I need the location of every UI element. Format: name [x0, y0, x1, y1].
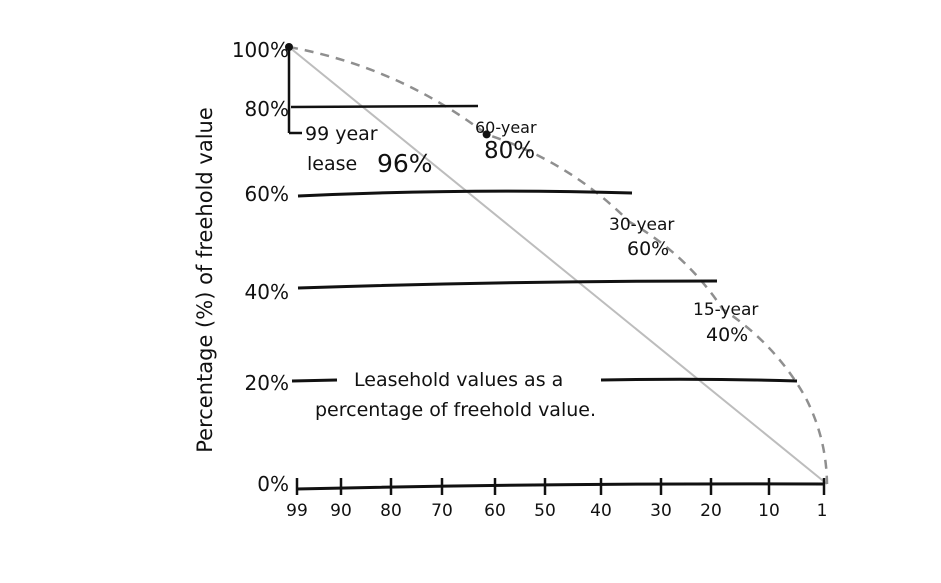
y-tick-label-40: 40% [245, 280, 289, 304]
point-80 [482, 130, 491, 139]
note-line-2: percentage of freehold value. [315, 399, 596, 421]
annotation-30-year: 30-year [609, 215, 674, 235]
level-line-20-left [291, 378, 338, 383]
level-line-80 [290, 104, 479, 109]
note-line-1: Leasehold values as a [354, 369, 563, 391]
x-tick-label-10: 10 [758, 501, 780, 521]
x-tick-label-50: 50 [534, 501, 556, 521]
annotation-80-pct: 80% [484, 138, 535, 164]
annotation-60-year: 60-year [475, 118, 537, 137]
annotation-96-pct: 96% [377, 149, 433, 178]
x-tick-label-99: 99 [286, 501, 308, 521]
x-tick-label-20: 20 [700, 501, 722, 521]
x-tick-label-40: 40 [590, 501, 612, 521]
point-100 [285, 43, 293, 51]
x-tick-label-90: 90 [330, 501, 352, 521]
annotation-99-year: 99 year [305, 123, 378, 145]
x-tick-label-70: 70 [431, 501, 453, 521]
y-tick-label-60: 60% [245, 182, 289, 206]
y-tick-label-80: 80% [245, 97, 289, 121]
x-tick-label-60: 60 [484, 501, 506, 521]
x-axis-line [295, 482, 826, 491]
level-line-40 [297, 279, 718, 290]
annotation-60-pct: 60% [627, 238, 669, 260]
x-tick-label-80: 80 [380, 501, 402, 521]
y-tick-label-20: 20% [245, 371, 289, 395]
x-tick-label-1: 1 [817, 501, 828, 521]
x-ticks [295, 478, 826, 495]
level-line-20-right [600, 377, 798, 383]
y-axis-label: Percentage (%) of freehold value [193, 107, 217, 453]
y-tick-label-0: 0% [257, 472, 289, 496]
annotation-15-year: 15-year [693, 300, 758, 320]
level-line-60 [297, 189, 633, 198]
value-curve [288, 45, 829, 485]
x-tick-label-30: 30 [650, 501, 672, 521]
annotation-lease-word: lease [307, 153, 357, 175]
diagonal-line [288, 46, 828, 485]
y-tick-label-100: 100% [232, 38, 289, 62]
annotation-40-pct: 40% [706, 324, 748, 346]
